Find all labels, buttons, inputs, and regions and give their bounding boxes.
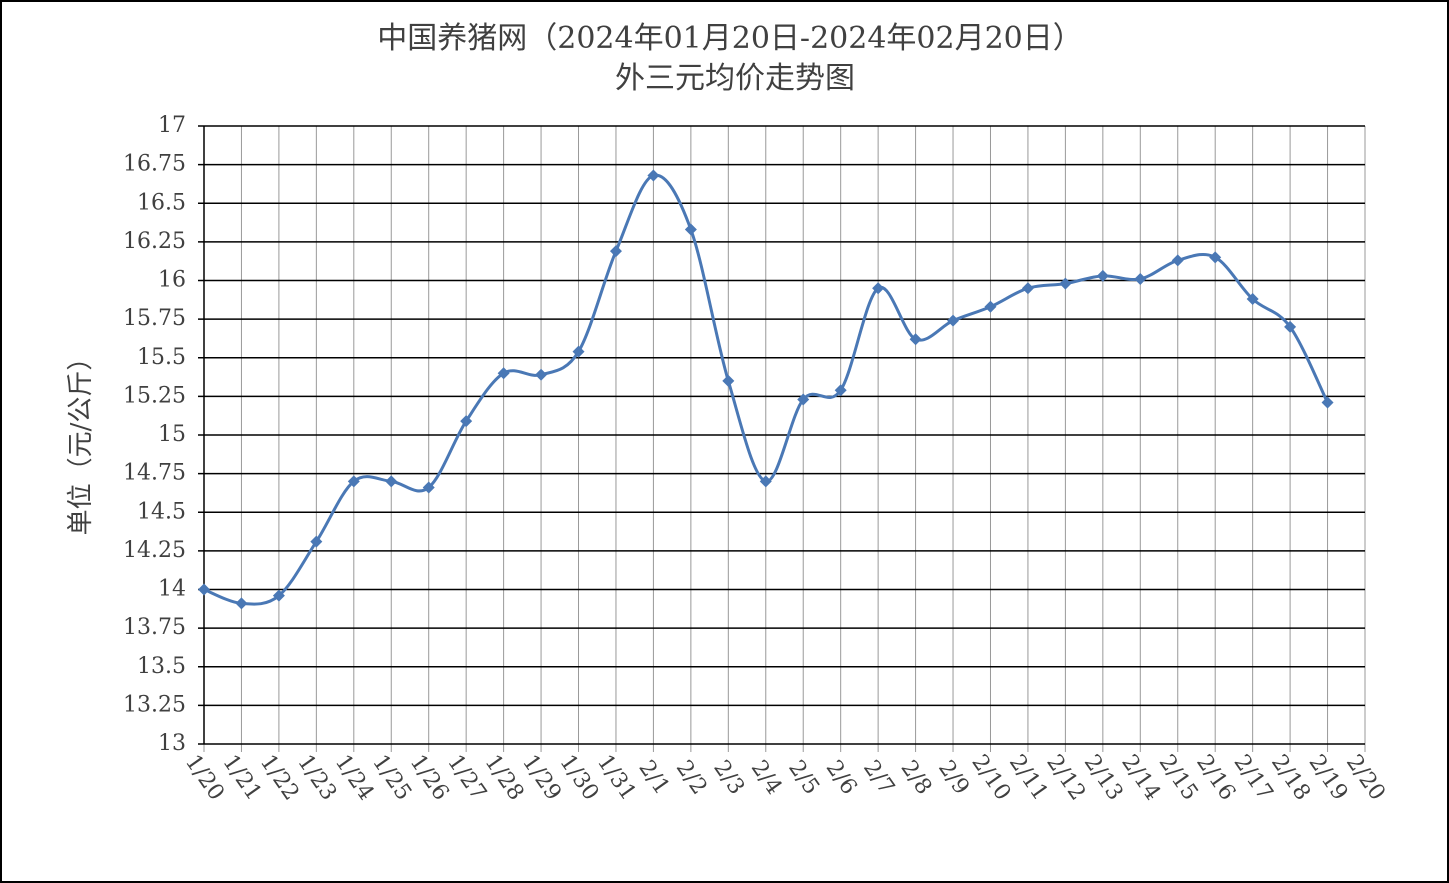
point-marker <box>1021 282 1034 295</box>
point-marker <box>1284 320 1297 333</box>
y-tick-label: 14.25 <box>123 538 186 563</box>
point-marker <box>460 415 473 428</box>
point-marker <box>1209 251 1222 264</box>
point-marker <box>722 374 735 387</box>
point-marker <box>759 475 772 488</box>
point-marker <box>984 300 997 313</box>
point-marker <box>909 333 922 346</box>
point-marker <box>535 368 548 381</box>
point-marker <box>310 535 323 548</box>
point-marker <box>572 345 585 358</box>
point-marker <box>834 384 847 397</box>
y-tick-label: 16.5 <box>137 190 186 215</box>
point-marker <box>347 475 360 488</box>
y-tick-label: 15.5 <box>137 345 186 370</box>
point-marker <box>272 589 285 602</box>
y-tick-label: 17 <box>158 113 186 138</box>
chart-title: 中国养猪网（2024年01月20日-2024年02月20日） <box>377 21 1083 56</box>
point-marker <box>198 583 210 596</box>
y-tick-label: 15.75 <box>123 306 186 331</box>
point-marker <box>1059 277 1072 290</box>
y-tick-label: 15 <box>158 422 186 447</box>
point-marker <box>609 245 622 258</box>
series-line <box>203 173 1329 606</box>
y-tick-label: 16.75 <box>123 152 186 177</box>
point-marker <box>1171 254 1184 267</box>
y-tick-label: 13 <box>158 731 186 756</box>
y-tick-label: 15.25 <box>123 383 186 408</box>
point-marker <box>235 597 248 610</box>
y-tick-label: 13.75 <box>123 615 186 640</box>
point-marker <box>947 314 960 327</box>
point-marker <box>797 393 810 406</box>
point-marker <box>684 223 697 236</box>
y-tick-label: 14.75 <box>123 461 186 486</box>
y-tick-label: 14 <box>158 577 186 602</box>
point-marker <box>647 169 660 182</box>
point-marker <box>872 282 885 295</box>
chart-subtitle: 外三元均价走势图 <box>615 61 855 96</box>
point-marker <box>1134 272 1147 285</box>
point-marker <box>1321 396 1334 409</box>
point-marker <box>1096 269 1109 282</box>
y-tick-label: 16.25 <box>123 229 186 254</box>
y-tick-label: 16 <box>158 268 186 293</box>
point-marker <box>385 475 398 488</box>
point-marker <box>422 481 435 494</box>
y-tick-label: 14.5 <box>137 499 186 524</box>
y-axis-label: 单位（元/公斤） <box>66 345 96 536</box>
y-tick-label: 13.25 <box>123 692 186 717</box>
point-marker <box>497 367 510 380</box>
y-tick-label: 13.5 <box>137 654 186 679</box>
point-marker <box>1246 293 1259 306</box>
